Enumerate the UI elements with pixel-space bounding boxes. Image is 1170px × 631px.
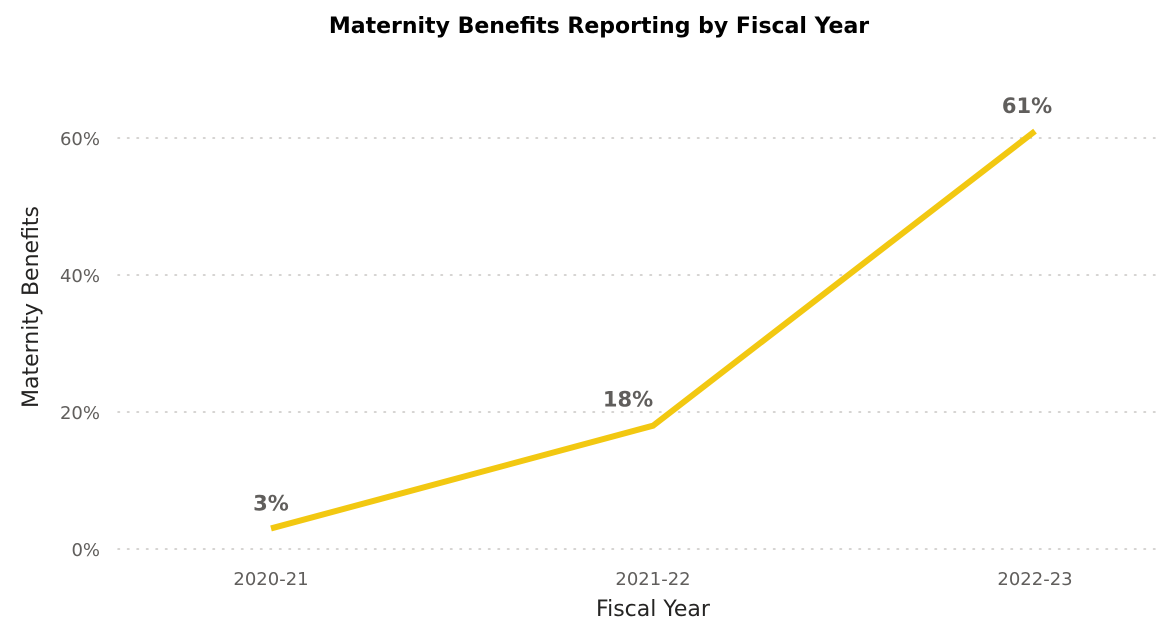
chart-title: Maternity Benefits Reporting by Fiscal Y… <box>329 14 869 39</box>
data-label: 3% <box>253 491 289 515</box>
data-label: 18% <box>603 388 653 412</box>
x-tick-label: 2022-23 <box>997 569 1072 590</box>
x-axis-title: Fiscal Year <box>596 597 711 622</box>
y-tick-label: 20% <box>60 403 100 424</box>
y-tick-label: 0% <box>71 540 100 561</box>
x-tick-label: 2020-21 <box>233 569 308 590</box>
y-tick-label: 60% <box>60 129 100 150</box>
gridlines <box>117 137 1161 550</box>
x-axis-ticks: 2020-21 2021-22 2022-23 <box>233 569 1072 590</box>
y-axis-title: Maternity Benefits <box>19 206 44 408</box>
y-axis-ticks: 0% 20% 40% 60% <box>60 129 100 561</box>
data-labels: 3% 18% 61% <box>253 94 1052 515</box>
series-layer <box>270 128 1037 532</box>
series-line <box>270 128 1037 532</box>
y-tick-label: 40% <box>60 266 100 287</box>
data-label: 61% <box>1002 94 1052 118</box>
x-tick-label: 2021-22 <box>615 569 690 590</box>
